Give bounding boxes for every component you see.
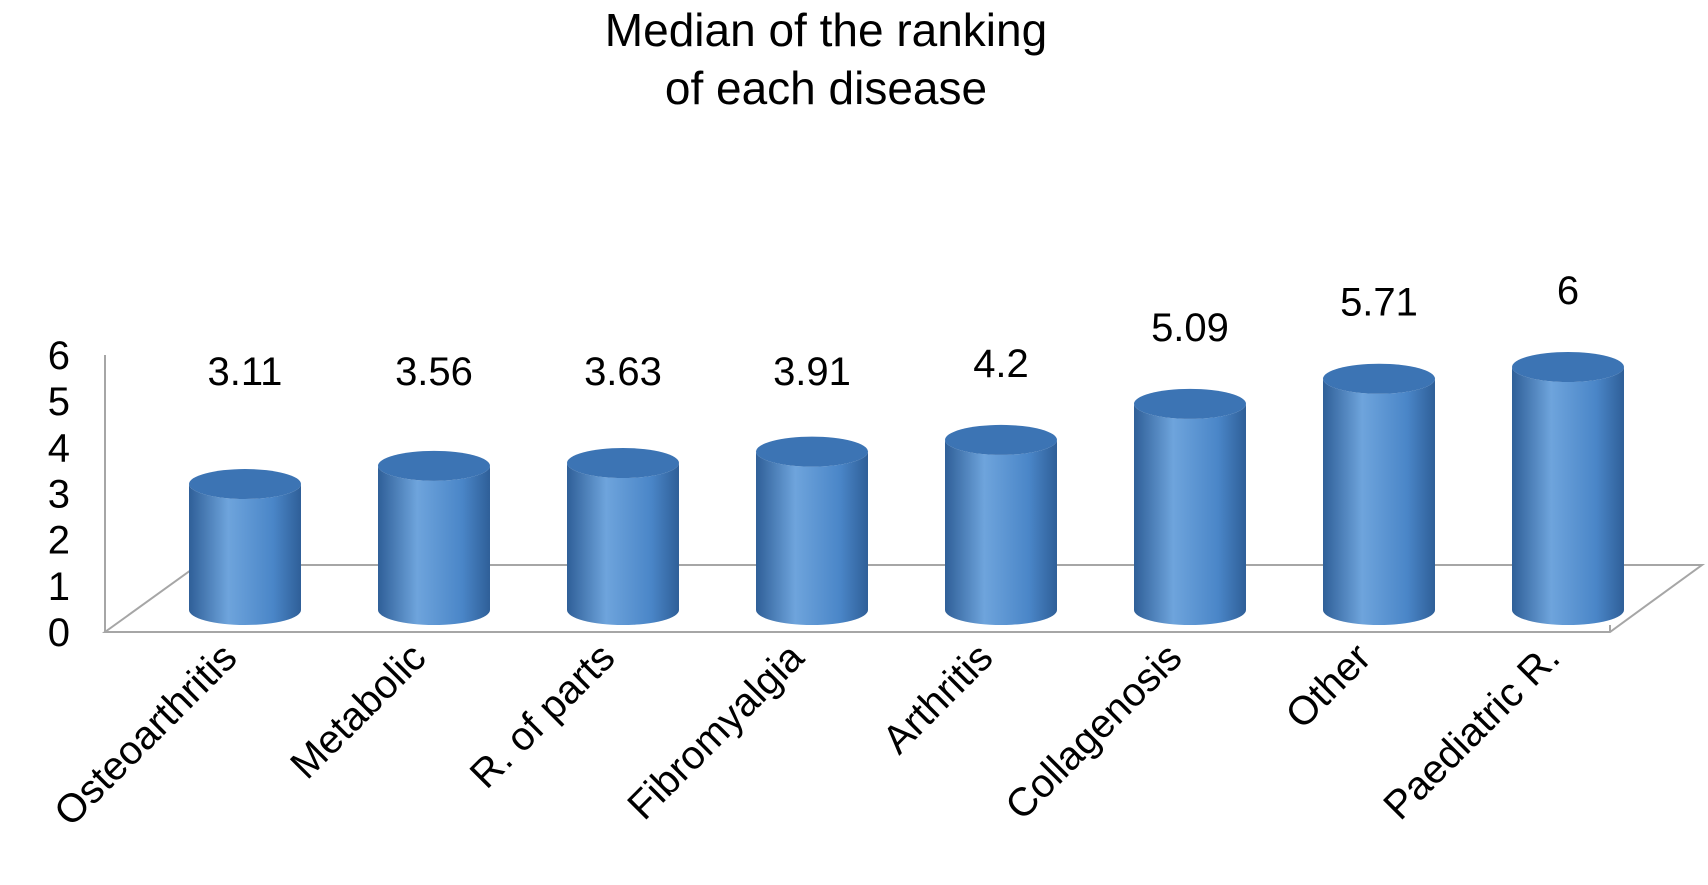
- bar-top: [1512, 352, 1624, 382]
- category-label: Fibromyalgia: [619, 635, 813, 829]
- y-tick-label: 3: [48, 473, 70, 517]
- category-labels: Osteoarthritis Metabolic R. of partsFibrom…: [46, 635, 1568, 835]
- y-tick-label: 0: [48, 611, 70, 655]
- category-label: Osteoarthritis: [46, 635, 245, 834]
- category-label: R. of parts: [462, 635, 624, 797]
- data-labels: 3.11 3.56 3.63 3.91 4.2 5.09 5.71 6: [208, 269, 1580, 394]
- bar-body: [945, 439, 1057, 625]
- data-label: 5.09: [1151, 306, 1229, 350]
- category-label: Other: [1278, 635, 1380, 737]
- y-tick-label: 6: [48, 334, 70, 378]
- bar-top: [1134, 388, 1246, 419]
- bar-top: [189, 469, 301, 500]
- plot-floor: [101, 355, 1706, 633]
- bar: [189, 469, 301, 625]
- y-tick-label: 2: [48, 519, 70, 563]
- bar: [1134, 388, 1246, 625]
- bar: [1512, 352, 1624, 625]
- bar-top: [567, 447, 679, 478]
- bars: [189, 352, 1624, 625]
- floor-plane: [101, 564, 1706, 633]
- category-label: Metabolic: [282, 635, 434, 787]
- chart-title-line-1: Median of the ranking: [605, 4, 1047, 56]
- data-label: 3.56: [395, 350, 473, 394]
- data-label: 5.71: [1340, 281, 1418, 325]
- y-tick-label: 5: [48, 380, 70, 424]
- bar: [1323, 363, 1435, 625]
- bar-body: [1323, 378, 1435, 625]
- bar: [945, 424, 1057, 625]
- data-label: 3.63: [584, 350, 662, 394]
- data-label: 3.91: [773, 350, 851, 394]
- bar: [756, 436, 869, 625]
- chart-title-line-2: of each disease: [665, 62, 987, 114]
- bar-body: [1134, 403, 1246, 625]
- bar-top: [1323, 363, 1435, 394]
- bar-body: [1512, 367, 1624, 625]
- bar-body: [189, 484, 301, 625]
- data-label: 6: [1557, 269, 1579, 313]
- category-label: Paediatric R.: [1375, 635, 1568, 828]
- bar-top: [756, 436, 868, 467]
- data-label: 3.11: [208, 350, 283, 394]
- category-label: Arthritis: [874, 635, 1001, 762]
- data-label: 4.2: [973, 342, 1029, 386]
- bar-top: [378, 450, 490, 481]
- bar-body: [378, 465, 490, 625]
- bar-top: [945, 424, 1057, 455]
- bar-body: [756, 451, 869, 625]
- bar: [378, 450, 490, 625]
- category-label: Collagenosis: [997, 635, 1190, 828]
- y-tick-label: 4: [48, 426, 70, 470]
- y-tick-label: 1: [48, 565, 70, 609]
- chart-title: Median of the ranking of each disease: [605, 4, 1047, 114]
- bar-body: [567, 462, 679, 625]
- bar: [567, 447, 679, 625]
